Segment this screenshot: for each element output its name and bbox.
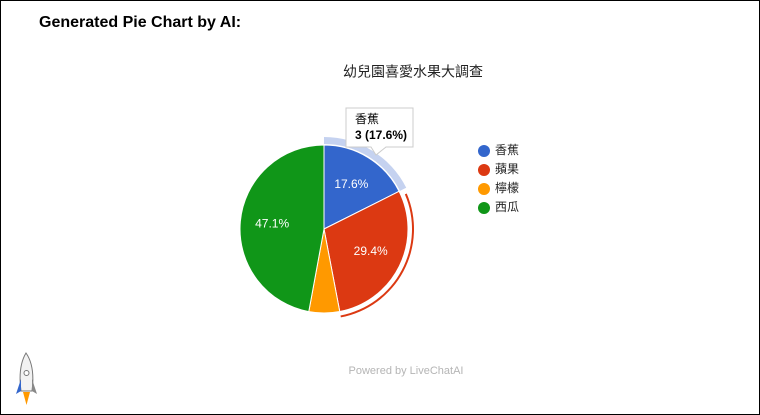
chart-title: 幼兒園喜愛水果大調查 [343,64,483,80]
slice-label: 29.4% [354,244,388,258]
legend-label: 西瓜 [495,200,519,214]
legend-swatch [478,164,490,176]
legend-swatch [478,145,490,157]
tooltip-text: 3 (17.6%) [355,128,407,142]
page-title: Generated Pie Chart by AI: [39,14,241,31]
powered-by: Powered by LiveChatAI [349,365,464,377]
slice-label: 47.1% [255,216,289,230]
legend-swatch [478,202,490,214]
legend-label: 蘋果 [495,162,519,176]
rocket-icon [16,352,37,405]
legend-label: 檸檬 [495,180,519,195]
legend-swatch [478,183,490,195]
legend-label: 香蕉 [495,143,519,157]
slice [323,190,409,313]
slice [323,144,400,230]
tooltip-title: 香蕉 [355,112,379,126]
tooltip-box [345,107,414,156]
slice-label: 17.6% [334,177,368,191]
hover-ring [324,137,407,191]
slice [239,144,325,313]
